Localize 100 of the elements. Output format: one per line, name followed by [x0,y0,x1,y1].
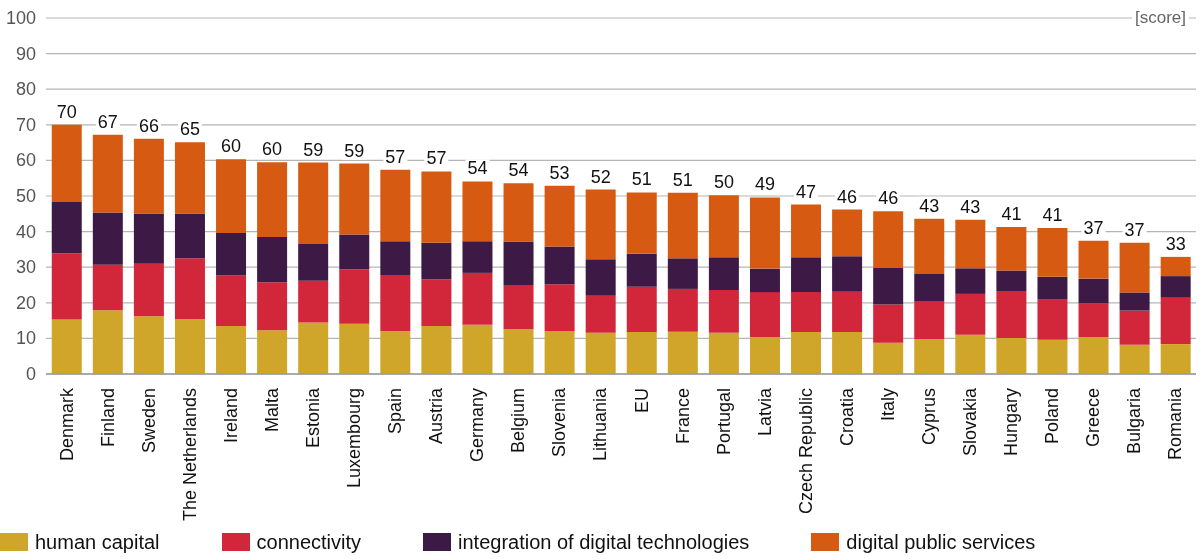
bar [503,241,534,285]
bar [626,253,657,287]
bar [51,319,82,374]
bar [873,342,904,374]
x-tick-label: Estonia [302,387,323,449]
bar [339,234,370,270]
bar [914,301,945,340]
bar [174,258,205,320]
bar [462,181,493,242]
x-tick-label: Slovakia [960,387,981,457]
bar [626,286,657,332]
bar [544,246,575,285]
y-tick-label: 70 [15,114,36,135]
x-tick-label: Poland [1042,388,1063,445]
bar [708,195,739,258]
x-tick-label: Czech Republic [795,388,816,515]
bar [749,268,780,293]
bar [503,329,534,374]
bar [585,295,616,333]
bar [380,241,411,276]
y-axis-title: [score] [1131,8,1189,28]
x-tick-label: Lithuania [590,387,611,462]
total-label: 43 [960,196,981,217]
bar [380,330,411,374]
total-label: 41 [1042,205,1063,226]
y-tick-label: 100 [5,8,36,28]
bar [339,269,370,324]
bar [955,334,986,374]
bar [1119,344,1150,374]
bar [832,209,863,257]
bar [1037,276,1068,300]
bar [708,257,739,290]
total-label: 46 [878,188,899,209]
bar [1078,303,1109,337]
bar [667,192,698,259]
bar [133,138,164,214]
bar [1119,310,1150,345]
bar [873,304,904,343]
bar [133,263,164,317]
bar [92,264,123,311]
bar [544,185,575,247]
bar [667,288,698,332]
x-tick-label: Portugal [713,388,734,456]
x-tick-label: The Netherlands [179,388,200,522]
legend-label: connectivity [256,530,362,554]
bar [667,258,698,289]
bar [667,331,698,374]
x-tick-label: Greece [1083,388,1104,448]
bar [832,291,863,332]
y-tick-label: 10 [15,328,36,349]
bar [1037,299,1068,340]
bar [873,211,904,268]
bar [1119,292,1150,311]
bar [298,162,329,245]
bar [503,285,534,330]
bar [133,213,164,264]
x-tick-label: Bulgaria [1124,387,1145,455]
total-label: 70 [56,101,77,122]
bar [708,289,739,333]
bar [996,291,1027,339]
bar [174,142,205,214]
bar [216,325,247,374]
bar [544,284,575,332]
bar [51,124,82,203]
bar [1037,339,1068,374]
x-tick-label: Denmark [56,387,77,462]
bar [626,192,657,254]
bar [51,202,82,254]
x-tick-label: Spain [385,388,406,435]
x-tick-label: Cyprus [919,388,940,446]
y-tick-label: 40 [15,221,36,242]
bar [832,331,863,374]
bar [914,218,945,274]
total-label: 50 [713,172,734,193]
bar [462,324,493,374]
bar [1160,256,1191,277]
bar [1119,242,1150,293]
bar [585,259,616,296]
bar [832,256,863,292]
bar [1078,336,1109,374]
x-tick-label: France [672,388,693,445]
bar [421,325,452,374]
bar [216,233,247,276]
x-tick-label: Italy [877,388,898,422]
bar [955,268,986,294]
x-tick-label: Ireland [220,388,241,444]
bar [996,338,1027,374]
bar [749,336,780,374]
bar [914,339,945,374]
total-label: 53 [549,162,570,183]
total-label: 47 [796,181,817,202]
bar [585,332,616,374]
y-tick-label: 30 [15,257,36,278]
total-label: 51 [672,169,693,190]
total-label: 49 [754,174,775,195]
total-label: 57 [426,148,447,169]
bar [749,197,780,269]
bar [914,273,945,302]
bar [708,332,739,374]
bar [92,212,123,265]
